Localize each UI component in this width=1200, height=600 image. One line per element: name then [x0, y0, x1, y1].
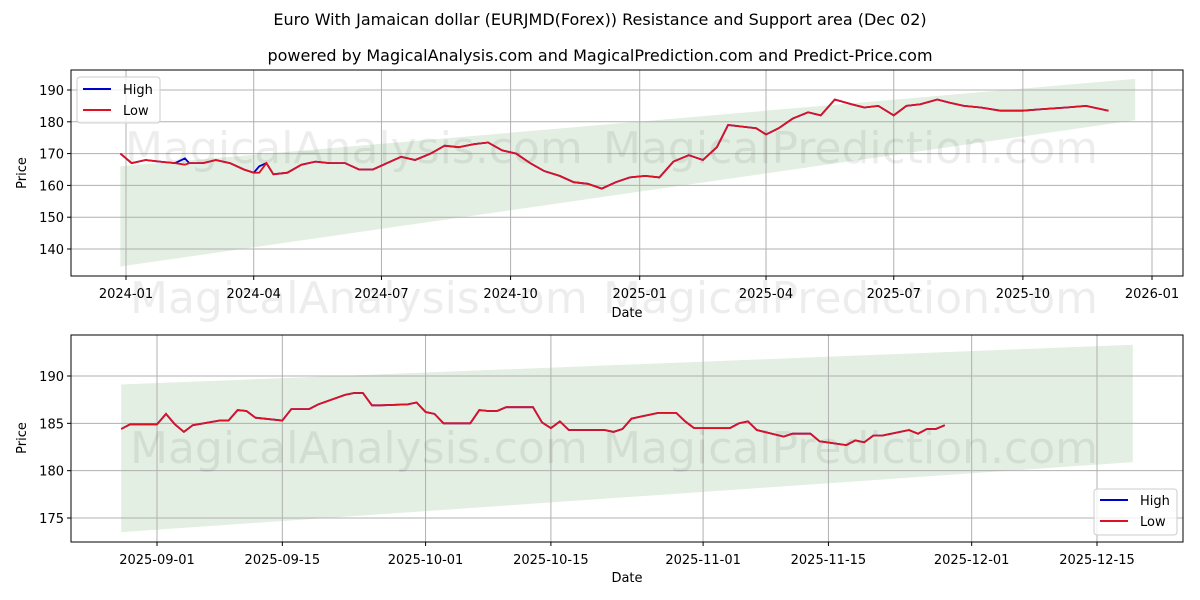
- y-tick-label: 180: [39, 465, 64, 480]
- top-watermark-3: MagicalAnalysis.com: [130, 273, 588, 324]
- x-tick-label: 2024-10: [483, 287, 537, 302]
- x-tick-label: 2025-07: [867, 287, 921, 302]
- bottom-y-axis: 175 180 185 190: [39, 370, 71, 527]
- y-tick-label: 150: [39, 211, 64, 226]
- y-tick-label: 190: [39, 84, 64, 99]
- bottom-support-resistance-band: [121, 344, 1133, 533]
- x-tick-label: 2024-07: [354, 287, 408, 302]
- y-tick-label: 180: [39, 116, 64, 131]
- x-tick-label: 2025-10-01: [388, 553, 464, 568]
- bottom-watermark-1: MagicalAnalysis.com: [130, 423, 588, 474]
- x-tick-label: 2025-04: [739, 287, 793, 302]
- x-tick-label: 2025-12-15: [1059, 553, 1135, 568]
- y-tick-label: 185: [39, 417, 64, 432]
- x-tick-label: 2026-01: [1125, 287, 1179, 302]
- top-low-line: [119, 98, 1109, 190]
- top-grid: [71, 70, 1183, 276]
- bottom-x-axis-label: Date: [611, 571, 642, 586]
- top-watermark-2: MagicalPrediction.com: [603, 123, 1098, 174]
- y-tick-label: 175: [39, 512, 64, 527]
- top-y-axis: 140 150 160 170 180 190: [39, 84, 71, 258]
- y-tick-label: 190: [39, 370, 64, 385]
- x-tick-label: 2024-01: [99, 287, 153, 302]
- x-tick-label: 2025-10-15: [513, 553, 589, 568]
- legend-low-label: Low: [1140, 515, 1166, 530]
- legend-high-label: High: [123, 83, 153, 98]
- bottom-axes-frame: [70, 334, 1184, 543]
- top-axes-frame: [70, 69, 1184, 277]
- x-tick-label: 2025-11-15: [791, 553, 867, 568]
- chart-title: Euro With Jamaican dollar (EURJMD(Forex)…: [273, 10, 927, 29]
- top-support-resistance-band: [120, 78, 1136, 267]
- bottom-legend: High Low: [1093, 488, 1178, 536]
- x-tick-label: 2025-01: [613, 287, 667, 302]
- x-tick-label: 2025-12-01: [934, 553, 1010, 568]
- x-tick-label: 2025-11-01: [665, 553, 741, 568]
- x-tick-label: 2025-10: [996, 287, 1050, 302]
- y-tick-label: 140: [39, 243, 64, 258]
- x-tick-label: 2025-09-15: [245, 553, 321, 568]
- legend-low-label: Low: [123, 104, 149, 119]
- bottom-grid: [71, 335, 1183, 542]
- x-tick-label: 2024-04: [227, 287, 281, 302]
- x-tick-label: 2025-09-01: [119, 553, 195, 568]
- bottom-chart: MagicalAnalysis.com MagicalPrediction.co…: [15, 334, 1184, 586]
- chart-subtitle: powered by MagicalAnalysis.com and Magic…: [267, 46, 933, 65]
- y-tick-label: 170: [39, 148, 64, 163]
- bottom-y-axis-label: Price: [15, 422, 30, 454]
- top-watermark-1: MagicalAnalysis.com: [125, 123, 583, 174]
- top-x-axis-label: Date: [611, 306, 642, 321]
- top-chart: MagicalAnalysis.com MagicalPrediction.co…: [15, 69, 1184, 324]
- bottom-x-axis: 2025-09-01 2025-09-15 2025-10-01 2025-10-15…: [119, 542, 1135, 568]
- top-watermark-4: MagicalPrediction.com: [603, 273, 1098, 324]
- top-y-axis-label: Price: [15, 157, 30, 189]
- bottom-watermark-2: MagicalPrediction.com: [603, 423, 1098, 474]
- bottom-low-line: [120, 392, 946, 447]
- y-tick-label: 160: [39, 179, 64, 194]
- top-legend: High Low: [76, 76, 161, 124]
- legend-high-label: High: [1140, 494, 1170, 509]
- top-x-axis: 2024-01 2024-04 2024-07 2024-10 2025-01 2025-…: [99, 276, 1179, 302]
